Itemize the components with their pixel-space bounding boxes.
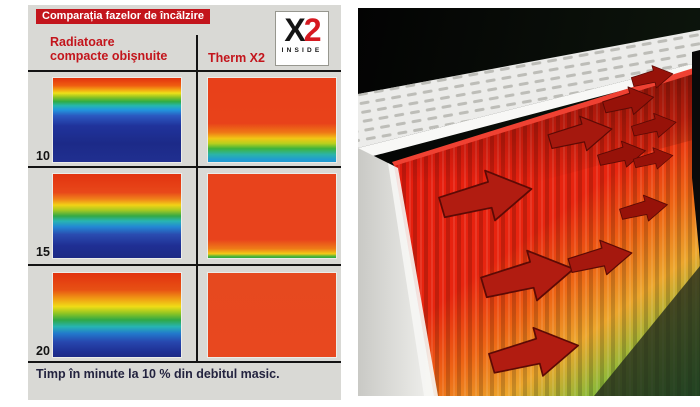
thermal-image-thermx2-10min <box>207 77 337 163</box>
photo-corner-shadow <box>594 266 700 396</box>
column-header-ordinary: Radiatoare compacte obişnuite <box>50 35 167 63</box>
thermal-image-ordinary-15min <box>52 173 182 259</box>
column-header-ordinary-line2: compacte obişnuite <box>50 49 168 63</box>
logo-x: X <box>284 12 305 48</box>
thermal-image-thermx2-15min <box>207 173 337 259</box>
logo-x2-text: X2 <box>276 13 328 47</box>
radiator-photo <box>358 8 700 396</box>
column-header-thermx2: Therm X2 <box>208 51 265 65</box>
logo-two: 2 <box>303 12 322 48</box>
rule-header <box>28 70 341 72</box>
radiator-top-grille <box>358 30 700 160</box>
comparison-panel: Comparația fazelor de încălzire X2 INSID… <box>28 5 341 400</box>
row-label-20: 20 <box>36 344 50 358</box>
thermal-image-thermx2-20min <box>207 272 337 358</box>
column-divider <box>196 35 198 361</box>
radiator-front-edge <box>358 148 438 396</box>
column-header-ordinary-line1: Radiatoare <box>50 35 115 49</box>
logo-inside-text: INSIDE <box>281 47 323 54</box>
row-label-15: 15 <box>36 245 50 259</box>
panel-caption: Timp în minute la 10 % din debitul masic… <box>36 367 280 381</box>
rule-row1 <box>28 166 341 168</box>
panel-title: Comparația fazelor de încălzire <box>36 9 210 24</box>
photo-right-shadow <box>692 50 700 260</box>
radiator-photo-svg <box>358 8 700 396</box>
x2-inside-logo: X2 INSIDE <box>275 11 329 66</box>
rule-row3 <box>28 361 341 363</box>
rule-row2 <box>28 264 341 266</box>
row-label-10: 10 <box>36 149 50 163</box>
thermal-image-ordinary-10min <box>52 77 182 163</box>
thermal-image-ordinary-20min <box>52 272 182 358</box>
